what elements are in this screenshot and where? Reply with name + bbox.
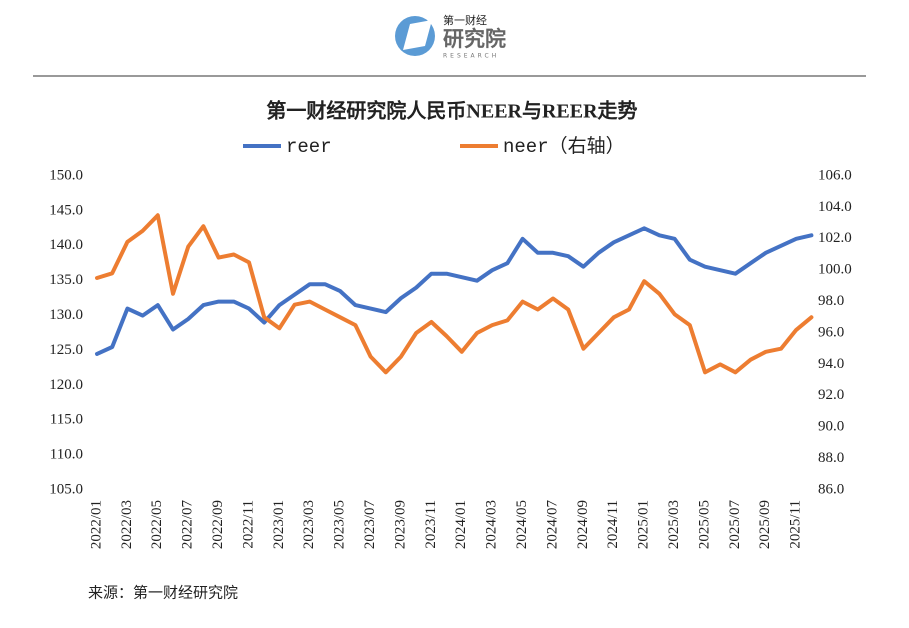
y-tick-label: 140.0	[49, 237, 83, 253]
y-tick-label: 115.0	[50, 412, 83, 428]
x-tick-label: 2023/07	[362, 500, 378, 550]
x-tick-label: 2024/05	[514, 500, 530, 549]
x-tick-label: 2025/09	[757, 500, 773, 549]
x-tick-label: 2024/01	[453, 500, 469, 549]
y-tick-label: 130.0	[49, 307, 83, 323]
y2-tick-label: 100.0	[818, 262, 852, 278]
y2-tick-label: 106.0	[818, 167, 852, 183]
x-tick-label: 2023/11	[423, 500, 439, 549]
y2-tick-label: 92.0	[818, 387, 844, 403]
legend-label: neer（右轴）	[503, 135, 625, 158]
x-tick-label: 2023/03	[301, 500, 317, 549]
x-tick-label: 2024/09	[575, 500, 591, 549]
y2-tick-label: 104.0	[818, 199, 852, 215]
x-tick-label: 2025/11	[788, 500, 804, 549]
y-tick-label: 120.0	[49, 377, 83, 393]
x-tick-label: 2022/11	[240, 500, 256, 549]
y-tick-label: 105.0	[49, 481, 83, 497]
chart-title: 第一财经研究院人民币NEER与REER走势	[266, 99, 637, 123]
y2-tick-label: 102.0	[818, 230, 852, 246]
y2-tick-label: 94.0	[818, 356, 844, 372]
x-tick-label: 2025/07	[727, 500, 743, 550]
y2-tick-label: 88.0	[818, 450, 844, 466]
x-tick-label: 2022/01	[88, 500, 104, 549]
y2-tick-label: 96.0	[818, 324, 844, 340]
x-tick-label: 2024/03	[484, 500, 500, 549]
x-tick-label: 2024/07	[544, 500, 560, 550]
y-tick-label: 150.0	[49, 167, 83, 183]
source-note: 来源：第一财经研究院	[88, 583, 238, 601]
x-tick-label: 2023/01	[271, 500, 287, 549]
x-tick-label: 2022/09	[210, 500, 226, 549]
y-tick-label: 135.0	[49, 272, 83, 288]
y2-tick-label: 98.0	[818, 293, 844, 309]
x-tick-label: 2022/07	[180, 500, 196, 550]
logo-text: 研究院	[443, 27, 506, 51]
y2-tick-label: 86.0	[818, 481, 844, 497]
logo-icon	[403, 20, 432, 50]
legend-label: reer	[286, 136, 332, 158]
y-tick-label: 110.0	[50, 447, 83, 463]
logo-text: 第一财经	[443, 13, 487, 27]
x-tick-label: 2025/03	[666, 500, 682, 549]
y-tick-label: 125.0	[49, 342, 83, 358]
x-tick-label: 2022/05	[149, 500, 165, 549]
x-tick-label: 2025/01	[636, 500, 652, 549]
series-line	[95, 213, 814, 375]
series-line	[95, 226, 814, 356]
x-tick-label: 2022/03	[119, 500, 135, 549]
x-tick-label: 2023/05	[332, 500, 348, 549]
x-tick-label: 2023/09	[392, 500, 408, 549]
logo-text: RESEARCH	[443, 53, 499, 60]
x-tick-label: 2025/05	[696, 500, 712, 549]
y-tick-label: 145.0	[49, 202, 83, 218]
x-tick-label: 2024/11	[605, 500, 621, 549]
logo: 第一财经 研究院 RESEARCH	[395, 13, 506, 60]
y2-tick-label: 90.0	[818, 419, 844, 435]
